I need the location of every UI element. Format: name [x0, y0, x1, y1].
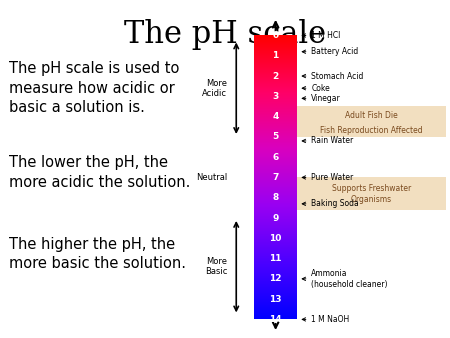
Text: 14: 14 [269, 315, 282, 324]
Text: The pH scale: The pH scale [124, 19, 326, 50]
Text: 1 M NaOH: 1 M NaOH [302, 315, 350, 324]
Text: 2: 2 [273, 72, 279, 80]
Text: 3: 3 [273, 92, 279, 101]
Text: Pure Water: Pure Water [302, 173, 354, 182]
Text: Neutral: Neutral [196, 173, 227, 182]
Bar [297, 125, 446, 137]
Bar [297, 106, 446, 125]
Text: 1 M HCl: 1 M HCl [302, 31, 341, 40]
Text: The lower the pH, the
more acidic the solution.: The lower the pH, the more acidic the so… [9, 155, 190, 190]
Bar [297, 177, 446, 210]
Text: More
Acidic: More Acidic [202, 78, 227, 98]
Text: 1: 1 [273, 51, 279, 60]
Text: 6: 6 [273, 153, 279, 162]
Text: 13: 13 [270, 295, 282, 304]
Text: 12: 12 [270, 274, 282, 283]
Text: Stomach Acid: Stomach Acid [302, 72, 364, 80]
Text: 8: 8 [273, 193, 279, 202]
Text: 9: 9 [272, 214, 279, 222]
Text: 10: 10 [270, 234, 282, 243]
Text: The pH scale is used to
measure how acidic or
basic a solution is.: The pH scale is used to measure how acid… [9, 61, 180, 116]
Text: 0: 0 [273, 31, 279, 40]
Text: 4: 4 [272, 112, 279, 121]
Text: Adult Fish Die: Adult Fish Die [345, 111, 398, 120]
Text: Baking Soda: Baking Soda [302, 199, 359, 208]
Text: Battery Acid: Battery Acid [302, 47, 359, 56]
Text: Fish Reproduction Affected: Fish Reproduction Affected [320, 126, 423, 135]
Text: The higher the pH, the
more basic the solution.: The higher the pH, the more basic the so… [9, 237, 186, 271]
Text: 7: 7 [272, 173, 279, 182]
Text: Rain Water: Rain Water [302, 137, 354, 145]
Text: Vinegar: Vinegar [302, 94, 341, 103]
Text: Coke: Coke [302, 84, 330, 93]
Text: Ammonia
(household cleaner): Ammonia (household cleaner) [302, 269, 388, 289]
Text: 11: 11 [270, 254, 282, 263]
Text: Supports Freshwater
Organisms: Supports Freshwater Organisms [332, 184, 411, 204]
Text: More
Basic: More Basic [205, 257, 227, 276]
Text: 5: 5 [273, 132, 279, 141]
